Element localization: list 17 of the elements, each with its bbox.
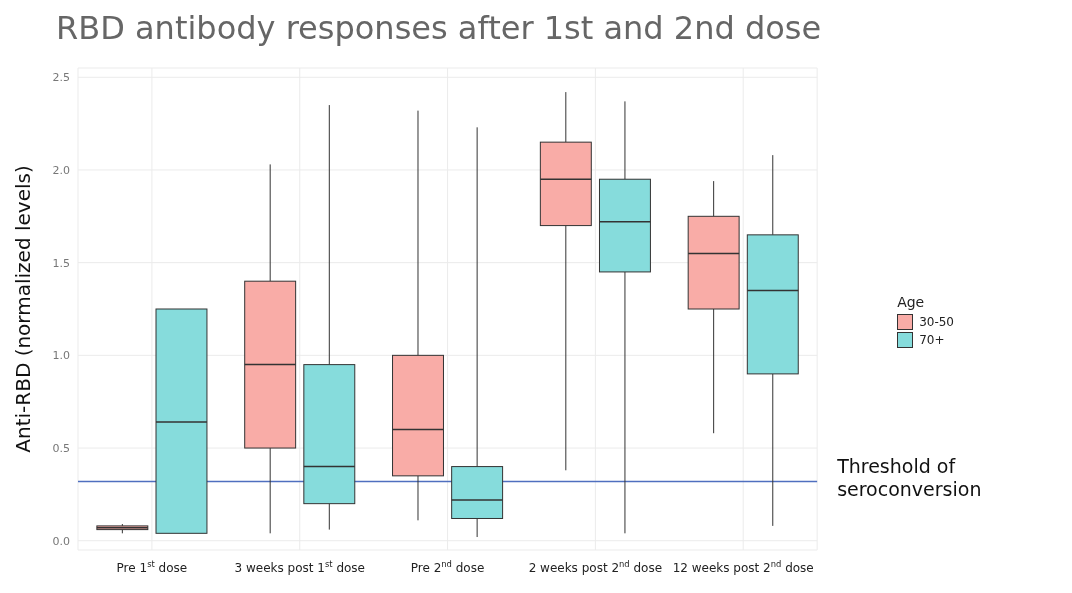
- legend-label: 30-50: [919, 314, 954, 329]
- x-tick-label: 3 weeks post 1$^{st}$ dose: [234, 559, 365, 575]
- legend-label: 70+: [919, 332, 945, 347]
- y-tick-label: 2.5: [52, 71, 70, 85]
- y-tick-label: 0.5: [52, 441, 70, 455]
- x-tick-label: Pre 2$^{nd}$ dose: [410, 559, 485, 575]
- ref-line-label: Threshold of seroconversion: [836, 455, 982, 501]
- y-tick-label: 2.0: [52, 163, 70, 177]
- y-axis-title: Anti-RBD (normalized levels): [11, 165, 36, 453]
- y-tick-label: 0.0: [52, 534, 70, 548]
- legend-title: Age: [897, 293, 926, 310]
- y-tick-label: 1.0: [52, 349, 70, 363]
- chart-title: RBD antibody responses after 1st and 2nd dose: [55, 8, 823, 49]
- x-tick-label: 2 weeks post 2$^{nd}$ dose: [528, 559, 663, 575]
- x-tick-label: 12 weeks post 2$^{nd}$ dose: [672, 559, 814, 575]
- y-tick-label: 1.5: [52, 256, 70, 270]
- x-tick-label: Pre 1$^{st}$ dose: [116, 559, 188, 575]
